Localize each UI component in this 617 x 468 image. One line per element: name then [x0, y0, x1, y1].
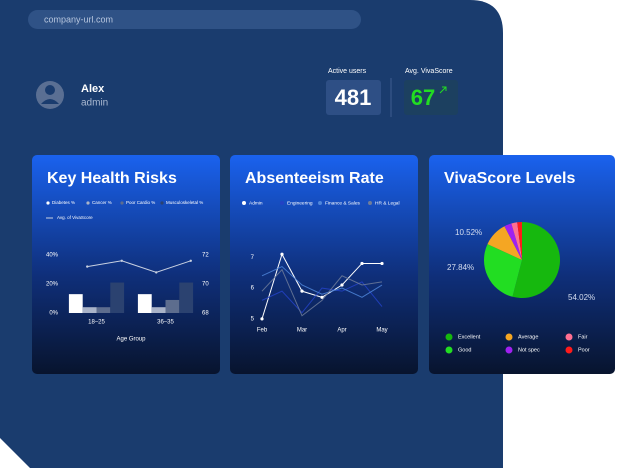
- pie-slice: [517, 222, 522, 260]
- legend-swatch: [565, 333, 573, 341]
- stat-box: [326, 80, 381, 115]
- bar: [151, 307, 166, 313]
- stat-value: 67: [411, 85, 435, 110]
- pie-slice: [512, 221, 560, 298]
- x-tick-label: Feb: [257, 328, 268, 334]
- line-point: [340, 283, 344, 287]
- legend-label: Avg. of VivaScore: [57, 215, 93, 220]
- legend-swatch: [318, 201, 322, 205]
- trend-arrow: [439, 86, 447, 94]
- legend-swatch: [120, 201, 124, 205]
- legend-swatch: [86, 201, 90, 205]
- user-name: Alex: [81, 83, 105, 95]
- legend-label: Poor: [578, 347, 590, 353]
- bar: [137, 294, 152, 313]
- line-point: [320, 295, 324, 299]
- legend-swatch: [505, 333, 513, 341]
- url: company-url.com: [44, 14, 113, 24]
- x-tick-label: Mar: [297, 328, 307, 334]
- legend-label: Engineering: [287, 200, 313, 206]
- line: [87, 260, 191, 273]
- legend-label: Musculoskeletal %: [166, 200, 203, 205]
- legend-label: Not spec: [518, 347, 540, 353]
- bar: [68, 294, 83, 313]
- y-tick-label: 0%: [49, 311, 58, 317]
- card-title: Absenteeism Rate: [245, 170, 384, 187]
- y-tick-label: 70: [202, 282, 209, 288]
- line: [261, 281, 383, 314]
- x-tick-label: Apr: [337, 328, 346, 334]
- line: [261, 268, 383, 317]
- pie-slice: [504, 223, 522, 260]
- x-tick-label: 36–35: [157, 320, 174, 326]
- x-tick-label: May: [376, 328, 387, 334]
- legend-label: HR & Legal: [375, 200, 400, 206]
- card: [32, 155, 220, 374]
- legend-label: Average: [518, 334, 538, 340]
- bar: [110, 282, 125, 313]
- card-title: Key Health Risks: [47, 170, 177, 187]
- line-point: [380, 261, 384, 266]
- legend-swatch: [160, 201, 164, 205]
- bar: [179, 282, 194, 313]
- line-point: [155, 271, 158, 274]
- legend-swatch: [280, 201, 284, 205]
- legend-label: Finance & Sales: [325, 200, 361, 206]
- pie-slice: [483, 244, 522, 297]
- line-point: [300, 289, 304, 293]
- legend-label: Good: [458, 347, 471, 353]
- y-tick-label: 6: [251, 286, 255, 292]
- bar: [165, 299, 180, 313]
- legend-label: Diabetes %: [52, 200, 75, 205]
- line-point: [360, 261, 364, 266]
- data-label: 54.02%: [568, 293, 595, 302]
- legend-swatch: [565, 346, 573, 354]
- stat-label: Active users: [328, 68, 367, 75]
- legend-swatch: [368, 201, 372, 205]
- line-point: [120, 259, 123, 262]
- legend-swatch: [505, 346, 513, 354]
- bar: [82, 307, 97, 313]
- legend-swatch: [46, 201, 50, 205]
- line-point: [189, 259, 192, 262]
- y-tick-label: 72: [202, 253, 209, 259]
- y-tick-label: 20%: [46, 282, 59, 288]
- legend-label: Poor Cardio %: [126, 200, 155, 205]
- y-tick-label: 40%: [46, 253, 59, 259]
- y-tick-label: 5: [251, 316, 255, 322]
- y-tick-label: 68: [202, 311, 209, 317]
- avatar-body: [41, 99, 59, 104]
- stat-label: Avg. VivaScore: [405, 68, 453, 75]
- legend-swatch: [445, 346, 453, 354]
- legend-label: Excellent: [458, 334, 481, 340]
- pie-slice: [511, 222, 522, 260]
- legend-swatch: [445, 333, 453, 341]
- data-label: 27.84%: [447, 263, 474, 272]
- legend-swatch: [242, 201, 246, 205]
- data-label: 10.52%: [455, 228, 482, 237]
- x-axis-label: Age Group: [116, 337, 146, 343]
- y-tick-label: 7: [251, 255, 255, 261]
- url-bar[interactable]: [28, 10, 361, 29]
- bar: [96, 307, 111, 313]
- avatar-head: [45, 85, 55, 95]
- line: [261, 265, 383, 298]
- card-title: VivaScore Levels: [444, 170, 575, 187]
- stat-value: 481: [335, 85, 372, 110]
- legend-label: Fair: [578, 334, 588, 340]
- user-role: admin: [81, 98, 108, 109]
- line-point: [86, 265, 89, 268]
- legend-label: Admin: [249, 200, 263, 206]
- line-point: [260, 317, 264, 321]
- card: [230, 155, 418, 374]
- x-tick-label: 18–25: [88, 320, 105, 326]
- pie-slice: [487, 226, 522, 260]
- legend-label: Cancer %: [92, 200, 112, 205]
- line-point: [280, 252, 284, 256]
